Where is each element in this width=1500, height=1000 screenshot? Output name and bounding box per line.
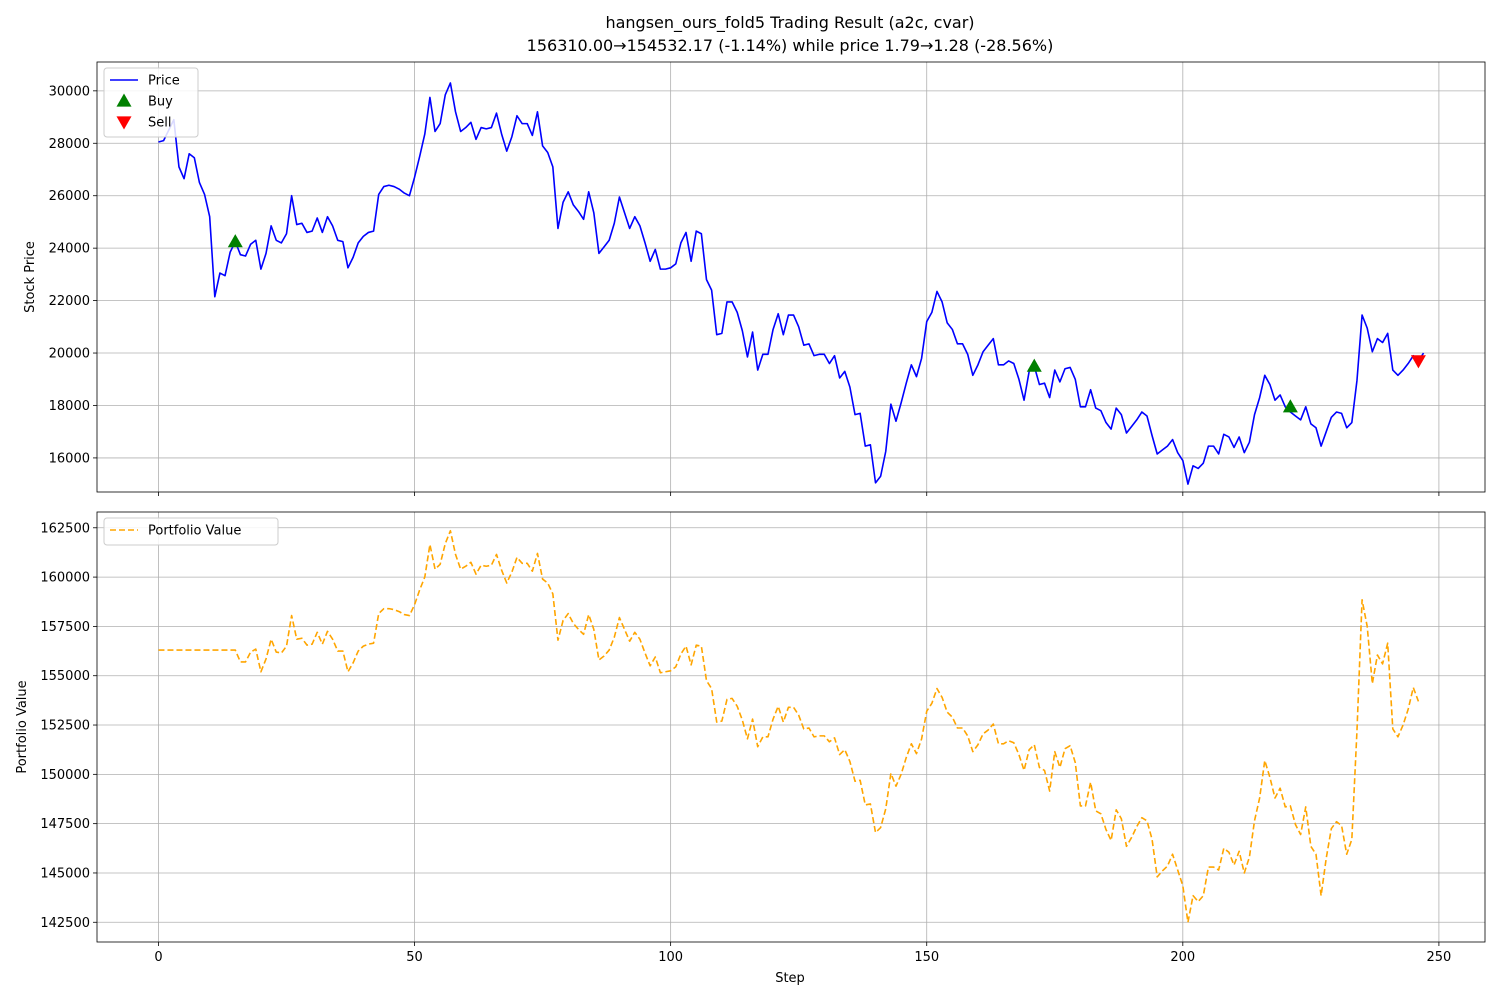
price-legend-label: Price bbox=[148, 74, 180, 89]
price-y-tick-label: 30000 bbox=[49, 84, 90, 99]
x-tick-label: 100 bbox=[658, 950, 683, 965]
buy-marker bbox=[1282, 399, 1298, 413]
sell-marker bbox=[1410, 355, 1426, 369]
portfolio-y-tick-label: 152500 bbox=[40, 719, 90, 734]
x-tick-label: 0 bbox=[154, 950, 162, 965]
x-tick-label: 50 bbox=[406, 950, 423, 965]
portfolio-legend-box bbox=[103, 517, 279, 546]
portfolio-panel: 0 50 100 150 200 250 142500 145000 147500 150000 1… bbox=[15, 511, 1486, 965]
portfolio-series-line bbox=[158, 529, 1420, 924]
portfolio-y-tick-label: 157500 bbox=[40, 620, 90, 635]
price-legend-label: Buy bbox=[148, 95, 173, 110]
chart-title: hangsen_ours_fold5 Trading Result (a2c, … bbox=[605, 13, 974, 33]
portfolio-y-tick-label: 147500 bbox=[40, 817, 90, 832]
x-tick-label: 200 bbox=[1170, 950, 1195, 965]
price-y-tick-label: 26000 bbox=[49, 189, 90, 204]
portfolio-y-tick-label: 162500 bbox=[40, 521, 90, 536]
price-y-tick-label: 22000 bbox=[49, 294, 90, 309]
price-panel: 16000 18000 20000 22000 24000 26000 28000 30000… bbox=[23, 61, 1486, 496]
x-tick-label: 250 bbox=[1426, 950, 1451, 965]
sell-legend-marker bbox=[116, 116, 132, 130]
price-axes-frame bbox=[96, 61, 1486, 493]
portfolio-y-axis-label: Portfolio Value bbox=[15, 680, 30, 773]
price-y-axis-label: Stock Price bbox=[23, 241, 38, 313]
portfolio-y-tick-label: 160000 bbox=[40, 571, 90, 586]
buy-marker bbox=[1026, 358, 1042, 372]
portfolio-y-tick-label: 155000 bbox=[40, 669, 90, 684]
price-y-tick-label: 28000 bbox=[49, 137, 90, 152]
price-y-tick-label: 24000 bbox=[49, 242, 90, 257]
portfolio-y-tick-label: 145000 bbox=[40, 866, 90, 881]
price-y-tick-label: 20000 bbox=[49, 347, 90, 362]
portfolio-legend-label: Portfolio Value bbox=[148, 524, 241, 539]
portfolio-axes-frame bbox=[96, 511, 1486, 943]
portfolio-y-tick-label: 150000 bbox=[40, 768, 90, 783]
price-y-tick-label: 16000 bbox=[49, 451, 90, 466]
buy-marker bbox=[227, 234, 243, 248]
buy-legend-marker bbox=[116, 93, 132, 107]
portfolio-y-tick-label: 142500 bbox=[40, 916, 90, 931]
price-y-tick-label: 18000 bbox=[49, 399, 90, 414]
price-series-line bbox=[158, 82, 1425, 485]
chart-subtitle: 156310.00→154532.17 (-1.14%) while price… bbox=[527, 36, 1054, 55]
price-legend-label: Sell bbox=[148, 116, 171, 131]
x-axis-label: Step bbox=[775, 971, 805, 986]
x-tick-label: 150 bbox=[914, 950, 939, 965]
